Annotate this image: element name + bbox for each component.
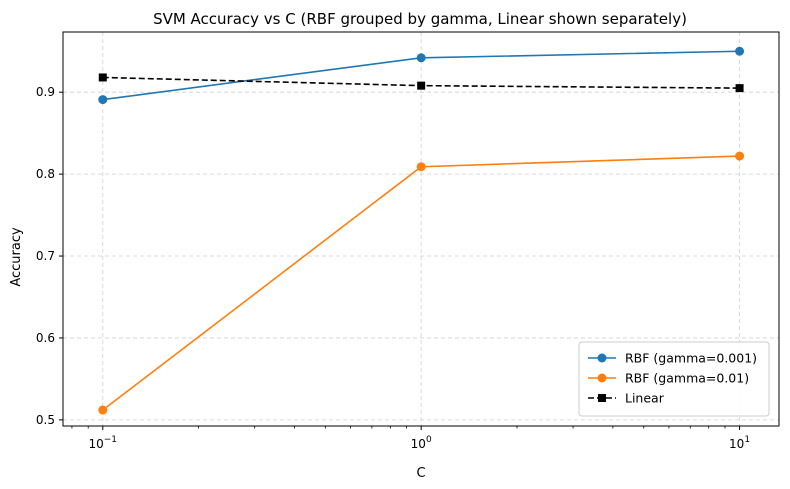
series-0: [98, 46, 745, 105]
legend-item: Linear: [588, 391, 665, 406]
y-tick-label: 0.5: [36, 413, 55, 427]
y-tick-label: 0.9: [36, 85, 55, 99]
legend-label: Linear: [625, 391, 665, 406]
series-1: [98, 151, 745, 415]
legend-label: RBF (gamma=0.01): [625, 371, 749, 386]
data-point: [416, 162, 426, 172]
x-tick-label: 101: [729, 435, 750, 451]
legend-marker: [597, 353, 607, 363]
legend-label: RBF (gamma=0.001): [625, 351, 757, 366]
legend-box: [578, 341, 770, 417]
data-point: [735, 46, 745, 56]
legend-item: RBF (gamma=0.01): [588, 371, 749, 386]
legend: RBF (gamma=0.001) RBF (gamma=0.01) Linear: [578, 341, 770, 417]
x-axis-label: C: [416, 466, 425, 481]
y-axis: 0.5 0.6 0.7 0.8 0.9: [36, 85, 63, 427]
y-tick-label: 0.6: [36, 331, 55, 345]
data-point: [416, 53, 426, 63]
data-point: [98, 95, 108, 105]
chart-title: SVM Accuracy vs C (RBF grouped by gamma,…: [153, 10, 687, 28]
x-tick-label: 10−1: [88, 435, 117, 451]
series-2: [98, 73, 744, 93]
data-point: [98, 73, 107, 82]
legend-marker: [597, 373, 607, 383]
data-point: [735, 84, 744, 93]
data-point: [98, 405, 108, 415]
x-tick-label: 100: [411, 435, 432, 451]
data-point: [735, 151, 745, 161]
legend-item: RBF (gamma=0.001): [588, 351, 757, 366]
y-axis-label: Accuracy: [9, 227, 24, 287]
y-tick-label: 0.7: [36, 249, 55, 263]
y-tick-label: 0.8: [36, 167, 55, 181]
data-point: [417, 81, 426, 90]
series-layer: [98, 46, 745, 415]
legend-marker: [598, 394, 606, 402]
x-axis: 10−1 100 101: [71, 426, 750, 451]
